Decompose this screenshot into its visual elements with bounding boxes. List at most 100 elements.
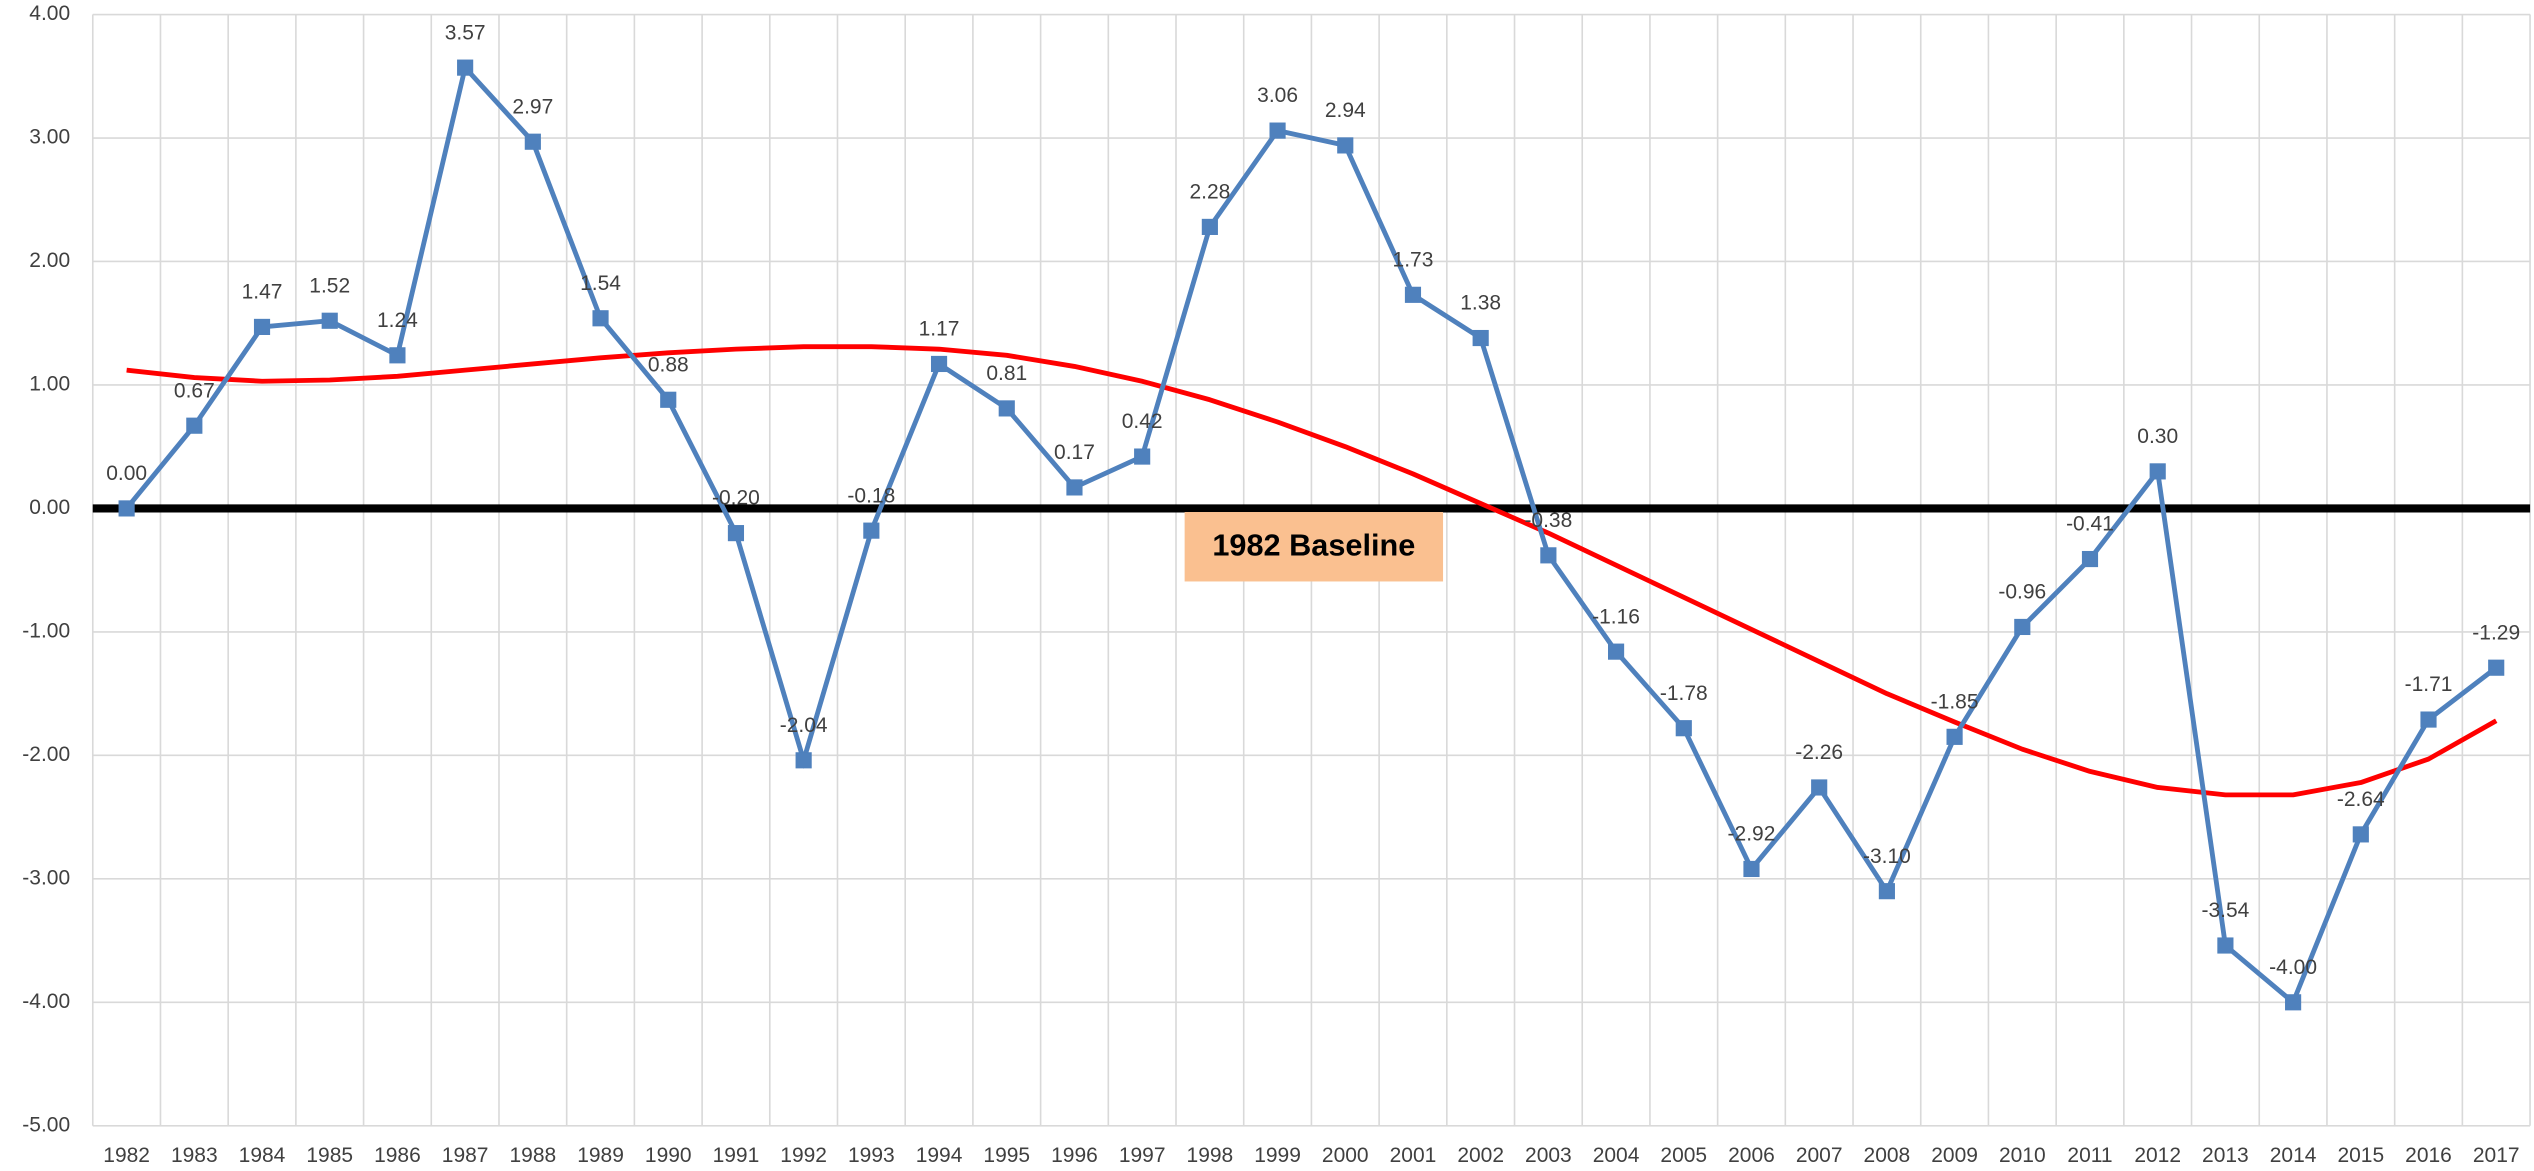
x-tick-label: 1982 <box>103 1144 150 1167</box>
marker <box>1269 122 1286 139</box>
marker <box>1201 218 1218 235</box>
y-tick-label: 4.00 <box>29 2 70 25</box>
marker <box>457 59 474 76</box>
x-tick-label: 1987 <box>442 1144 489 1167</box>
x-tick-label: 1999 <box>1254 1144 1301 1167</box>
marker <box>253 318 271 335</box>
data-label: -4.00 <box>2269 956 2317 979</box>
marker <box>998 400 1015 417</box>
x-tick-label: 1998 <box>1187 1144 1234 1167</box>
data-label: 1.54 <box>580 272 621 295</box>
x-tick-label: 1996 <box>1051 1144 1098 1167</box>
marker <box>1878 883 1895 900</box>
y-tick-label: 1.00 <box>29 372 70 395</box>
marker <box>1472 329 1489 347</box>
x-tick-label: 1986 <box>374 1144 421 1167</box>
data-label: 0.88 <box>648 353 689 376</box>
y-tick-label: 2.00 <box>29 249 70 272</box>
data-label: -0.96 <box>1998 581 2046 604</box>
marker <box>795 752 812 769</box>
x-tick-label: 2001 <box>1390 1144 1437 1167</box>
marker <box>930 355 948 373</box>
y-tick-label: 0.00 <box>29 496 70 519</box>
x-tick-label: 2005 <box>1660 1144 1707 1167</box>
x-tick-label: 1990 <box>645 1144 692 1167</box>
x-tick-label: 2015 <box>2337 1144 2384 1167</box>
x-tick-label: 2000 <box>1322 1144 1369 1167</box>
data-label: 0.00 <box>106 462 147 485</box>
data-label: -1.71 <box>2405 673 2453 696</box>
marker <box>524 133 541 150</box>
data-label: -2.64 <box>2337 788 2385 811</box>
y-tick-label: 3.00 <box>29 126 70 149</box>
data-label: 1.47 <box>242 281 283 304</box>
data-label: 0.42 <box>1122 410 1163 433</box>
x-tick-label: 1993 <box>848 1144 895 1167</box>
x-tick-label: 2011 <box>2067 1144 2112 1167</box>
data-label: 2.94 <box>1325 99 1366 122</box>
data-label: 1.17 <box>919 318 960 341</box>
data-label: -0.38 <box>1524 509 1572 532</box>
marker <box>321 312 338 329</box>
data-label: 0.81 <box>986 362 1027 385</box>
marker <box>2285 994 2302 1011</box>
x-tick-label: 2008 <box>1864 1144 1911 1167</box>
x-tick-label: 2010 <box>1999 1144 2046 1167</box>
data-label: 1.38 <box>1460 292 1501 315</box>
y-tick-label: -4.00 <box>22 990 70 1013</box>
trendline <box>126 344 2498 798</box>
marker <box>660 391 677 408</box>
data-label: -1.78 <box>1660 682 1708 705</box>
x-tick-label: 1995 <box>983 1144 1030 1167</box>
marker <box>1404 286 1422 303</box>
data-label: 0.17 <box>1054 441 1095 464</box>
marker <box>727 525 745 542</box>
x-tick-label: 1988 <box>509 1144 556 1167</box>
marker <box>2081 550 2099 568</box>
data-label: -1.16 <box>1592 605 1640 628</box>
marker <box>1675 720 1692 737</box>
marker <box>2488 659 2505 676</box>
marker <box>1608 643 1625 660</box>
y-tick-label: -1.00 <box>22 619 70 642</box>
data-label: -0.41 <box>2066 513 2114 536</box>
data-label: -0.18 <box>847 484 895 507</box>
marker <box>2352 826 2369 843</box>
marker <box>1811 779 1828 796</box>
data-label: -3.54 <box>2201 899 2249 922</box>
y-tick-label: -5.00 <box>22 1113 70 1136</box>
annotation: 1982 Baseline <box>1212 528 1415 563</box>
data-label: 1.24 <box>377 309 418 332</box>
x-tick-label: 2014 <box>2270 1144 2317 1167</box>
data-label: -3.10 <box>1863 845 1911 868</box>
x-tick-label: 1997 <box>1119 1144 1166 1167</box>
marker <box>1337 137 1354 154</box>
marker <box>1066 479 1083 496</box>
x-tick-label: 2004 <box>1593 1144 1640 1167</box>
data-label: 3.57 <box>445 21 486 44</box>
data-label: -2.92 <box>1728 823 1776 846</box>
x-tick-label: 2009 <box>1931 1144 1978 1167</box>
marker <box>186 417 203 434</box>
x-tick-label: 2017 <box>2473 1144 2520 1167</box>
data-label: 1.52 <box>309 274 350 297</box>
data-label: -2.04 <box>780 714 828 737</box>
x-tick-label: 2006 <box>1728 1144 1775 1167</box>
marker <box>1743 860 1760 878</box>
data-label: 0.67 <box>174 379 215 402</box>
x-tick-label: 1984 <box>239 1144 286 1167</box>
x-tick-label: 2003 <box>1525 1144 1572 1167</box>
x-tick-label: 1994 <box>916 1144 963 1167</box>
data-label: 1.73 <box>1393 248 1434 271</box>
x-tick-label: 2016 <box>2405 1144 2452 1167</box>
marker <box>1946 728 1963 745</box>
data-label: 2.97 <box>512 95 553 118</box>
data-label: -1.85 <box>1931 690 1979 713</box>
x-tick-label: 1989 <box>577 1144 624 1167</box>
marker <box>1540 547 1557 564</box>
x-tick-label: 2007 <box>1796 1144 1843 1167</box>
x-tick-label: 2013 <box>2202 1144 2249 1167</box>
x-tick-label: 1992 <box>780 1144 827 1167</box>
data-label: -0.20 <box>712 487 760 510</box>
